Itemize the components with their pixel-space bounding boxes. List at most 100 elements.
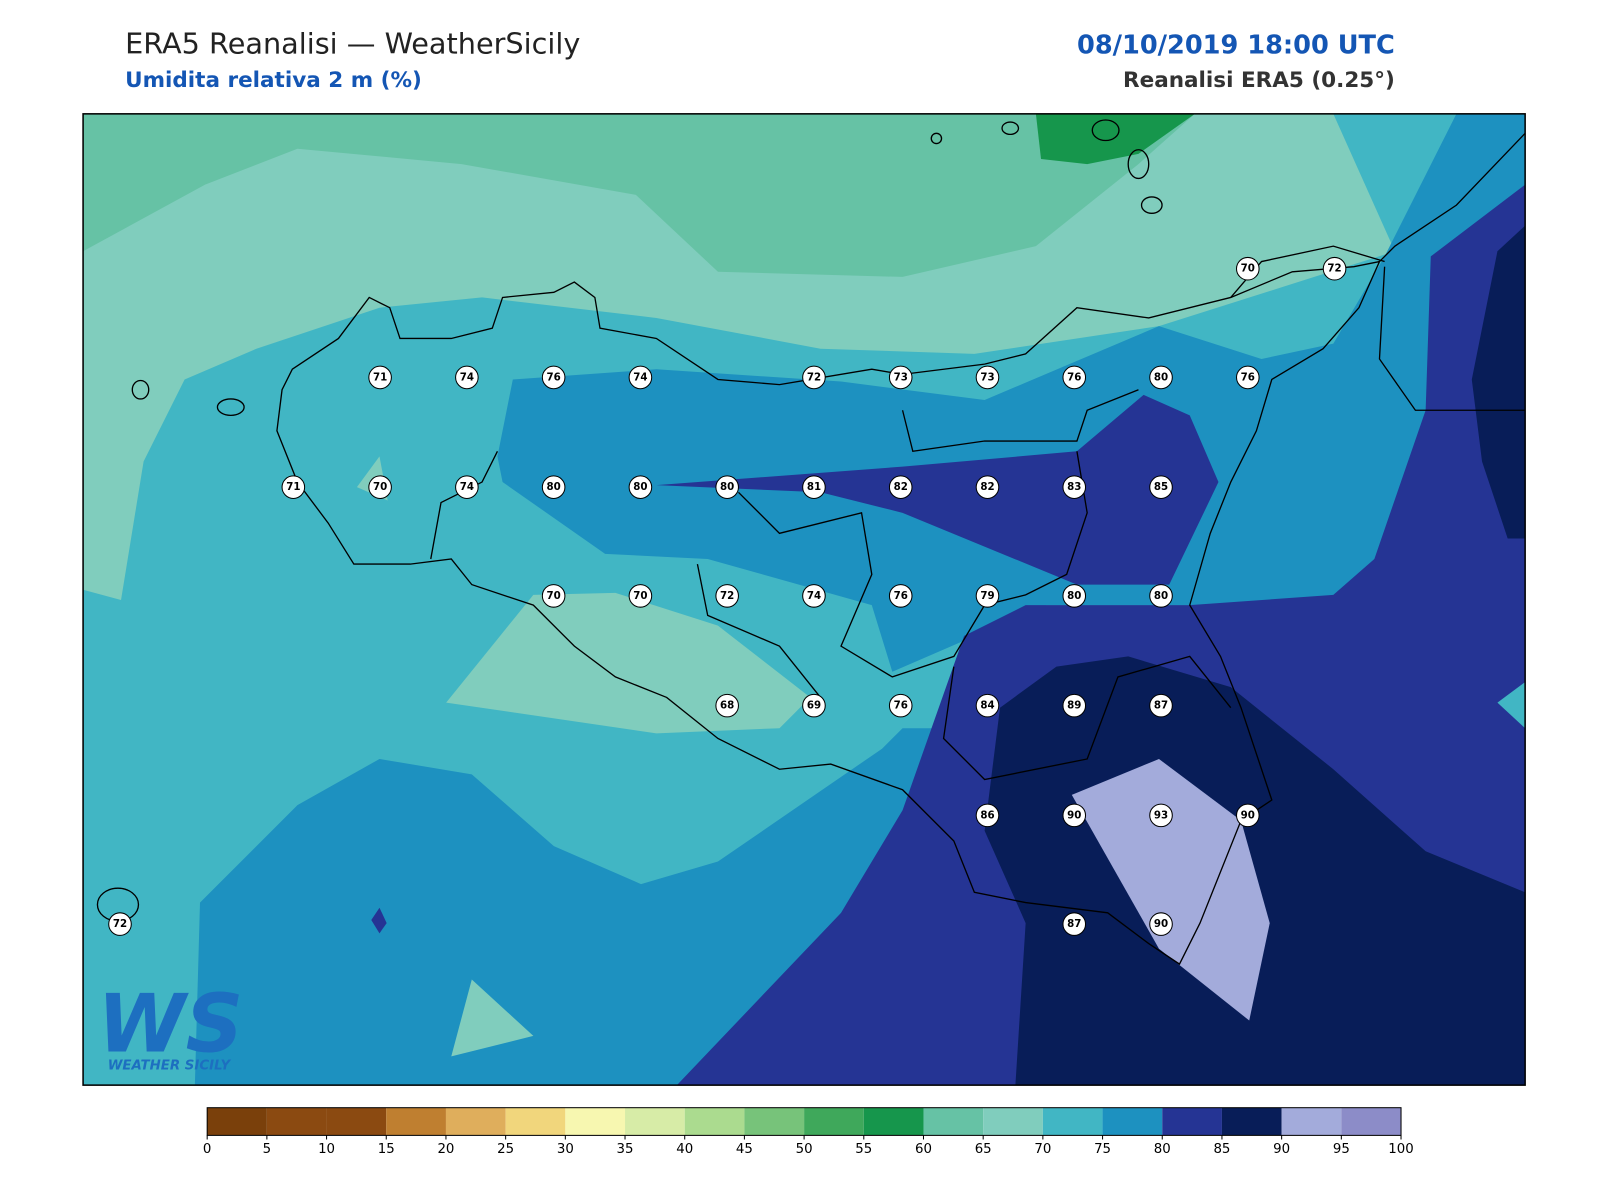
station: 85	[1149, 475, 1173, 499]
station-value: 81	[807, 481, 821, 493]
station-marker	[541, 365, 566, 390]
station-marker	[1235, 365, 1260, 390]
colorbar-tick-label: 0	[203, 1142, 211, 1157]
source: Reanalisi ERA5 (0.25°)	[1123, 68, 1395, 93]
station-value: 71	[373, 371, 387, 383]
station-marker	[975, 693, 1000, 718]
station-marker	[455, 475, 479, 499]
station-value: 90	[1154, 918, 1168, 930]
station-value: 76	[1241, 371, 1255, 383]
logo: WS WEATHER SICILY	[97, 977, 243, 1073]
colorbar-tick-label: 60	[915, 1142, 932, 1157]
station: 82	[975, 475, 1000, 499]
station-value: 87	[1154, 700, 1168, 712]
colorbar-tick-label: 5	[263, 1142, 271, 1157]
station-marker	[1235, 256, 1260, 281]
colorbar-segment	[1341, 1107, 1402, 1136]
station-value: 86	[980, 809, 994, 821]
station: 76	[541, 365, 566, 390]
station-value: 82	[980, 481, 994, 493]
station: 70	[368, 475, 392, 499]
station: 87	[1062, 912, 1087, 936]
station-value: 79	[980, 590, 994, 602]
colorbar-segment	[804, 1107, 864, 1136]
station-marker	[888, 475, 913, 499]
station-value: 90	[1067, 809, 1081, 821]
station: 82	[888, 475, 913, 499]
station: 81	[802, 475, 826, 499]
station-value: 89	[1067, 700, 1081, 712]
station-marker	[975, 475, 1000, 499]
colorbar-tick-label: 10	[318, 1142, 335, 1157]
station-value: 68	[720, 700, 734, 712]
station: 90	[1235, 803, 1260, 828]
station: 74	[455, 475, 479, 499]
logo-text: WEATHER SICILY	[108, 1059, 232, 1074]
station-marker	[802, 584, 826, 608]
station: 76	[1235, 365, 1260, 390]
colorbar-tick-label: 85	[1213, 1142, 1230, 1157]
station-value: 72	[807, 371, 821, 383]
colorbar-tick-label: 100	[1388, 1142, 1413, 1157]
station: 86	[975, 803, 1000, 828]
colorbar-segment	[565, 1107, 626, 1136]
colorbar-tick-label: 15	[378, 1142, 395, 1157]
station-value: 80	[1067, 590, 1081, 602]
colorbar-tick-label: 95	[1333, 1142, 1350, 1157]
station-marker	[802, 693, 826, 718]
colorbar-tick-label: 45	[736, 1142, 753, 1157]
station-value: 76	[894, 590, 908, 602]
station-marker	[1149, 803, 1173, 828]
station-marker	[541, 475, 566, 499]
station-marker	[802, 365, 826, 390]
station: 73	[975, 365, 1000, 390]
station-marker	[1062, 912, 1087, 936]
station: 74	[802, 584, 826, 608]
colorbar-segment	[1162, 1107, 1222, 1136]
station-marker	[1235, 803, 1260, 828]
station: 93	[1149, 803, 1173, 828]
station: 76	[888, 693, 913, 718]
station-marker	[1062, 365, 1087, 390]
colorbar-tick-label: 65	[975, 1142, 992, 1157]
colorbar-segment	[1281, 1107, 1342, 1136]
station: 80	[1149, 584, 1173, 608]
colorbar-segment	[684, 1107, 745, 1136]
station-marker	[715, 693, 739, 718]
station-value: 87	[1067, 918, 1081, 930]
station: 87	[1149, 693, 1173, 718]
contour-fill	[83, 113, 1526, 1086]
station: 83	[1062, 475, 1087, 499]
station-marker	[715, 584, 739, 608]
colorbar-tick-label: 55	[855, 1142, 872, 1157]
station: 72	[108, 912, 132, 936]
colorbar: 0 5 10 15 20 25 30 35 40 45 50 55 60 65 70 75 80 85 90 95 10…	[203, 1107, 1414, 1157]
station-marker	[281, 475, 306, 499]
colorbar-segment	[744, 1107, 805, 1136]
colorbar-tick-label: 30	[557, 1142, 574, 1157]
station-marker	[628, 584, 653, 608]
station: 69	[802, 693, 826, 718]
station: 74	[455, 365, 479, 390]
colorbar-segment	[326, 1107, 387, 1136]
colorbar-segment	[923, 1107, 984, 1136]
station-value: 80	[633, 481, 647, 493]
station-value: 76	[1067, 371, 1081, 383]
subtitle: Umidita relativa 2 m (%)	[125, 68, 422, 93]
colorbar-tick-label: 40	[676, 1142, 693, 1157]
station-marker	[1062, 803, 1087, 828]
station-value: 90	[1241, 809, 1255, 821]
station-value: 74	[807, 590, 821, 602]
station-value: 80	[547, 481, 561, 493]
colorbar-segment	[863, 1107, 924, 1136]
station: 70	[541, 584, 566, 608]
station: 80	[1062, 584, 1087, 608]
station-marker	[541, 584, 566, 608]
station-marker	[1062, 584, 1087, 608]
station-value: 76	[547, 371, 561, 383]
colorbar-tick-label: 70	[1034, 1142, 1051, 1157]
station-marker	[628, 365, 653, 390]
station-value: 73	[894, 371, 908, 383]
station-marker	[628, 475, 653, 499]
